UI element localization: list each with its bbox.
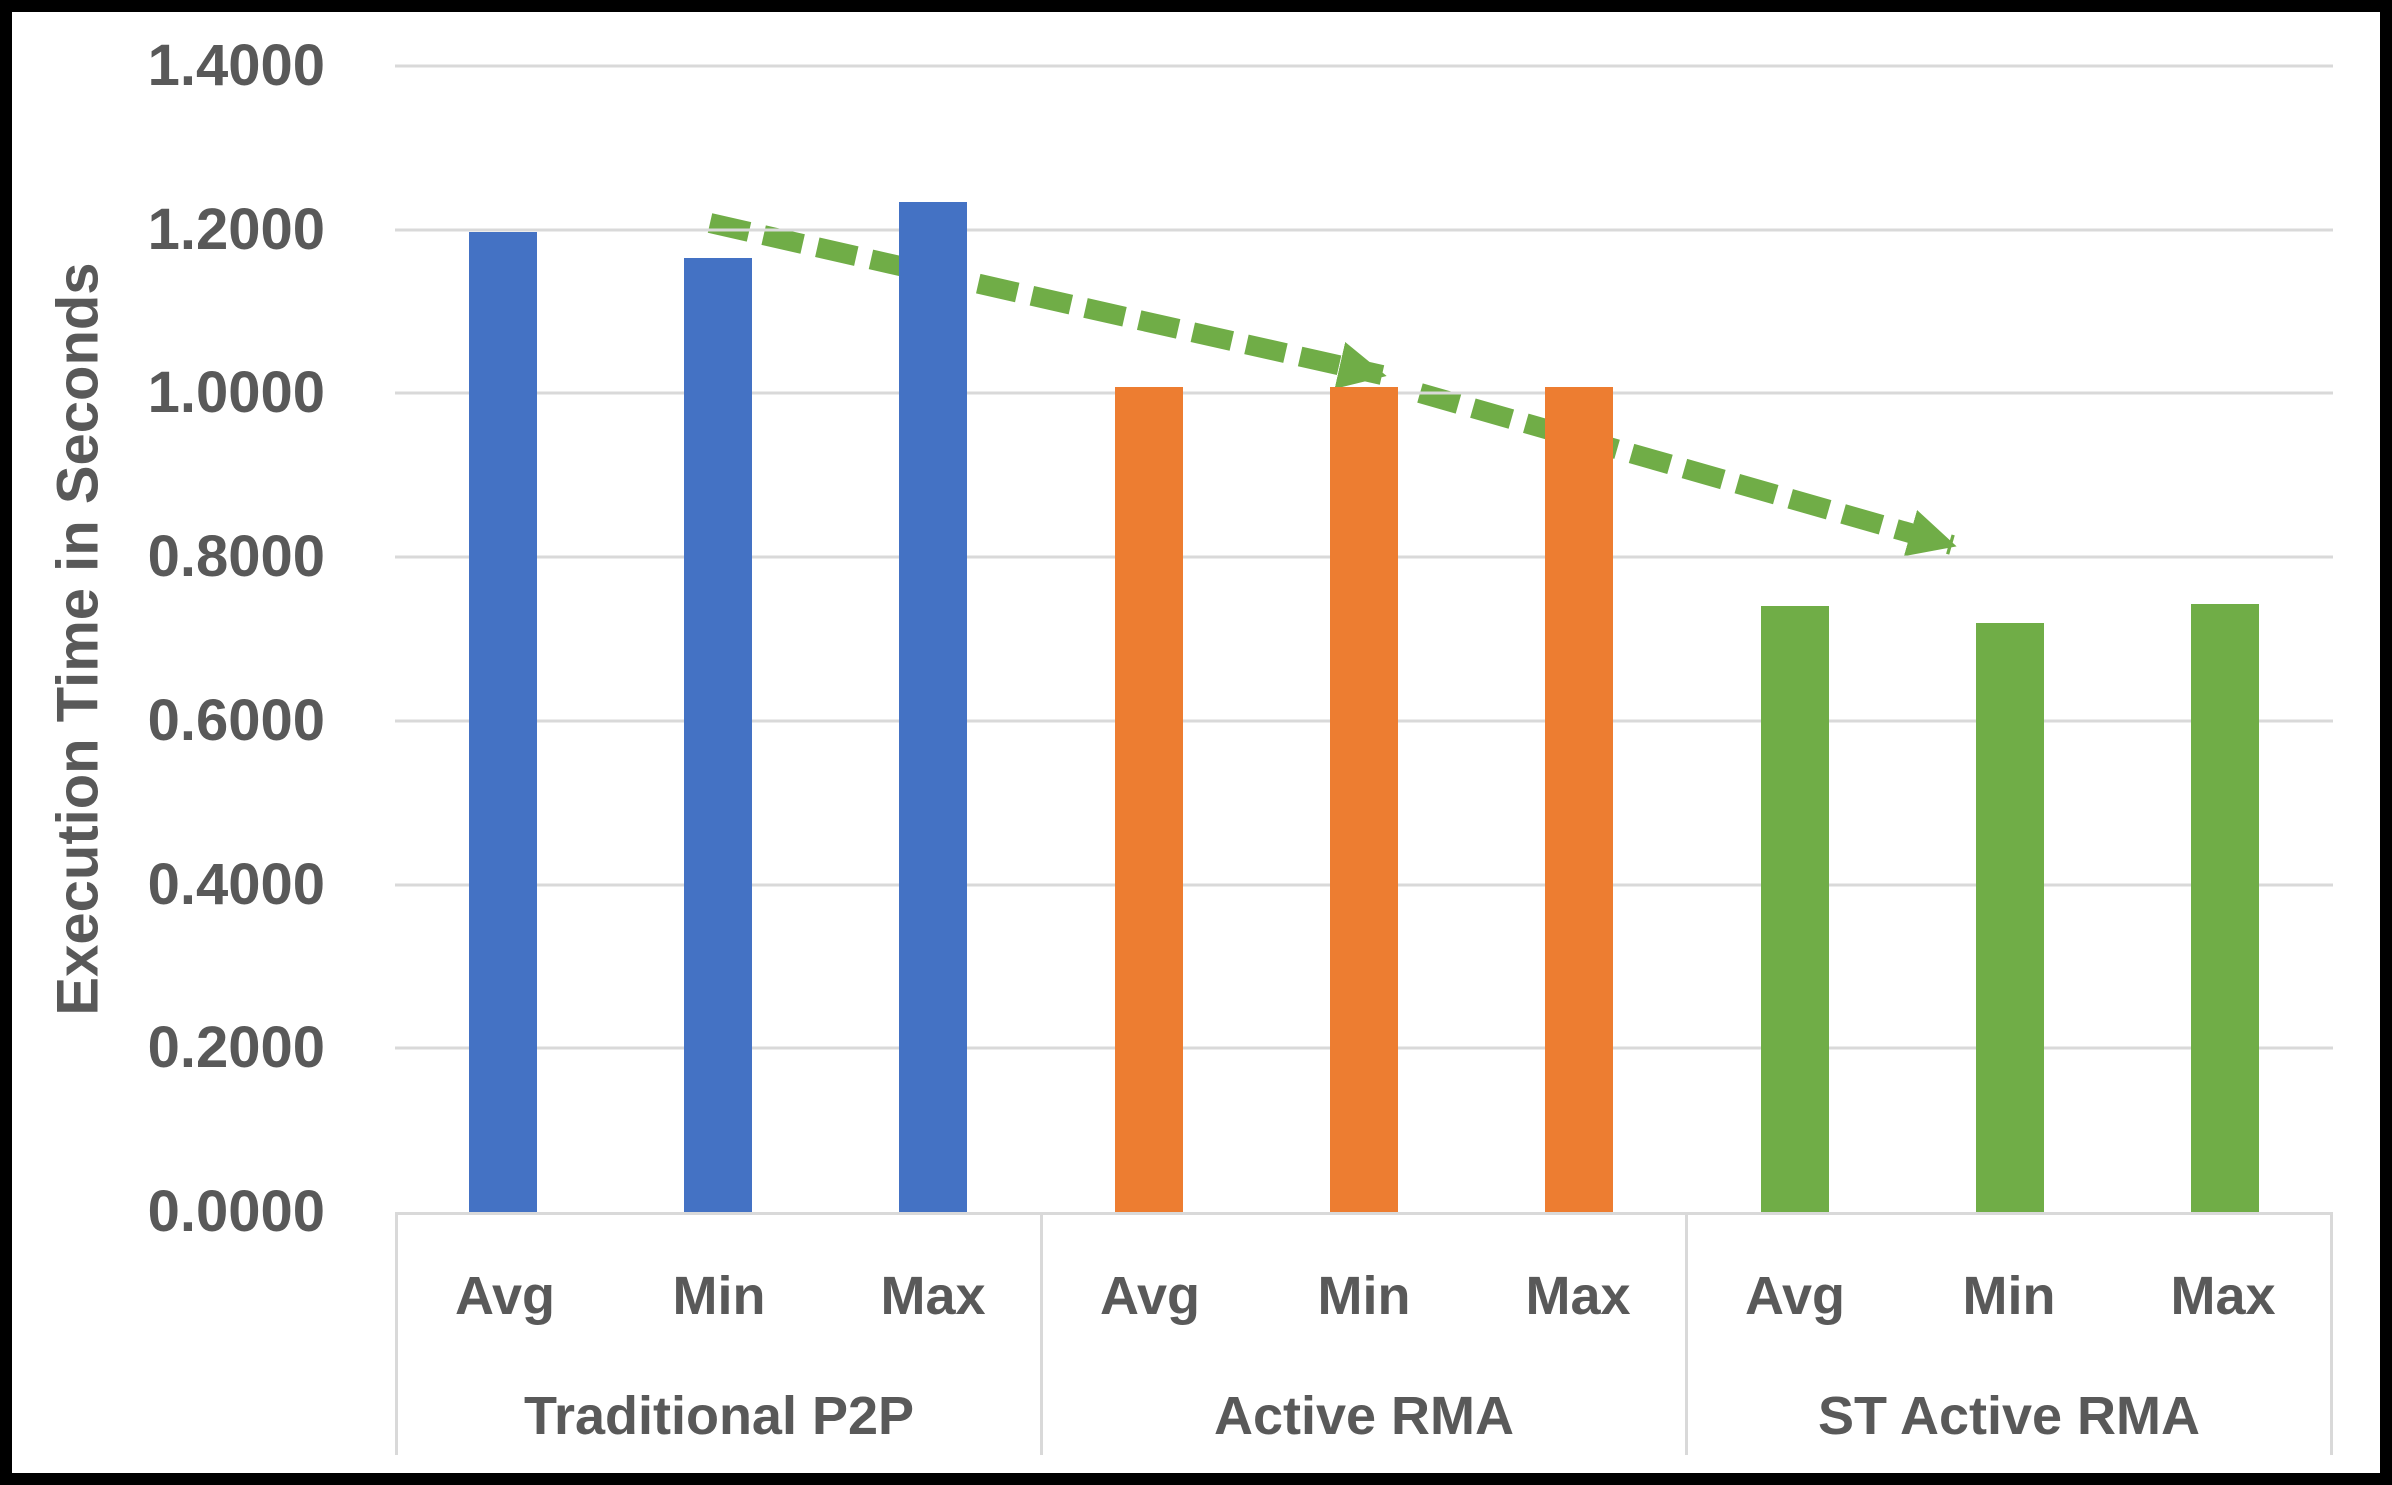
category-group-active-rma: Avg Min Max Active RMA — [1043, 1215, 1688, 1455]
trend-arrow — [707, 213, 1387, 389]
y-tick-label: 0.2000 — [147, 1015, 325, 1081]
group-label: Active RMA — [1213, 1386, 1515, 1446]
category-group-traditional-p2p: Avg Min Max Traditional P2P — [398, 1215, 1043, 1455]
chart-frame: Execution Time in Seconds 1.4000 1.2000 1.… — [12, 12, 2380, 1473]
gridline — [395, 64, 2333, 68]
group-label: ST Active RMA — [1817, 1386, 2201, 1446]
y-tick-label: 0.4000 — [147, 851, 325, 917]
bar-st-active-rma-avg — [1760, 606, 1829, 1212]
bar-active-rma-min — [1330, 386, 1398, 1212]
category-group-st-active-rma: Avg Min Max ST Active RMA — [1688, 1215, 2333, 1455]
y-tick-label: 0.6000 — [147, 687, 325, 753]
subcategory-label: Min — [1317, 1266, 1411, 1326]
bar-traditional-p2p-min — [684, 258, 752, 1212]
subcategory-label: Max — [1525, 1266, 1631, 1326]
trend-arrow — [1417, 383, 1957, 557]
subcategory-label: Min — [672, 1266, 766, 1326]
bar-st-active-rma-min — [1976, 622, 2044, 1212]
subcategory-row: Avg Min Max — [1688, 1215, 2330, 1377]
trend-arrows-svg — [707, 213, 1957, 557]
category-axis: Avg Min Max Traditional P2P Avg Min Max … — [395, 1212, 2333, 1455]
subcategory-label: Avg — [1744, 1266, 1845, 1326]
subcategory-label: Min — [1962, 1266, 2056, 1326]
gridline — [395, 228, 2333, 232]
subcategory-row: Avg Min Max — [1043, 1215, 1685, 1377]
bar-active-rma-max — [1545, 386, 1614, 1212]
group-label: Traditional P2P — [523, 1386, 915, 1446]
y-tick-label: 1.4000 — [147, 33, 325, 98]
y-tick-label: 1.0000 — [147, 360, 325, 426]
y-tick-label: 1.2000 — [147, 196, 325, 262]
subcategory-label: Avg — [454, 1266, 555, 1326]
y-tick-label: 0.8000 — [147, 524, 325, 590]
plot-area — [395, 64, 2333, 1212]
subcategory-label: Max — [880, 1266, 986, 1326]
bar-st-active-rma-max — [2191, 603, 2260, 1212]
y-tick-label: 0.0000 — [147, 1179, 325, 1244]
subcategory-label: Avg — [1099, 1266, 1200, 1326]
subcategory-row: Avg Min Max — [398, 1215, 1040, 1377]
bar-active-rma-avg — [1114, 386, 1183, 1212]
subcategory-label: Max — [2170, 1266, 2276, 1326]
bar-traditional-p2p-avg — [468, 232, 537, 1212]
bar-traditional-p2p-max — [899, 201, 968, 1212]
